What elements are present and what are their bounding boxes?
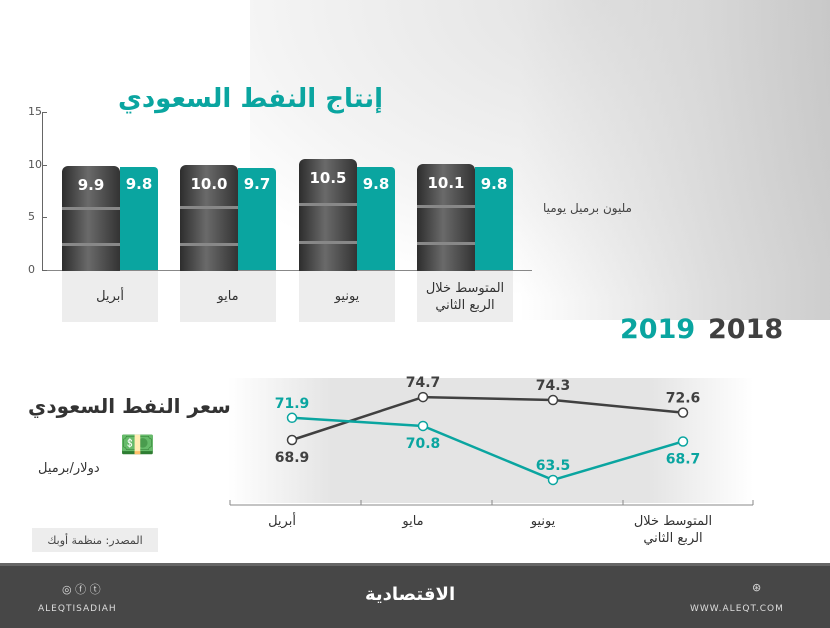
bar-2019: 9.8 [475, 166, 513, 270]
data-point [417, 391, 429, 403]
bar-2018: 10.0 [180, 164, 238, 276]
social-icons[interactable]: ◎ ⓕ ⓣ [62, 583, 101, 596]
data-label: 71.9 [275, 396, 310, 412]
series-line-2019 [291, 416, 684, 482]
y-tick: 10 [28, 157, 42, 171]
bar-label: 10.0 [190, 174, 228, 193]
data-point [547, 474, 559, 486]
y-tick-mark [42, 217, 47, 219]
bar-2019: 9.8 [120, 166, 158, 270]
data-label: 68.7 [666, 451, 701, 467]
y-axis [42, 112, 43, 270]
social-handle: ALEQTISADIAH [38, 604, 117, 614]
footer: ◎ ⓕ ⓣ ALEQTISADIAH الاقتصادية ⊛ WWW.ALEQ… [0, 563, 830, 628]
category-label: المتوسط خلال الربع الثاني [417, 271, 513, 322]
factory-image [520, 0, 830, 320]
data-point [677, 436, 689, 447]
data-point [547, 394, 559, 406]
line-category-label: المتوسط خلال الربع الثاني [633, 514, 713, 546]
y-tick-mark [42, 164, 47, 166]
production-unit: مليون برميل يوميا [542, 201, 632, 215]
bar-2018: 10.1 [417, 163, 475, 276]
line-category-label: أبريل [268, 514, 296, 529]
brand-logo: الاقتصادية [365, 584, 456, 605]
bar-2019: 9.8 [357, 166, 395, 270]
category-label: أبريل [62, 271, 158, 322]
website-icon: ⊛ [752, 581, 762, 594]
data-label: 74.7 [406, 375, 441, 391]
legend-2018: 2018 [708, 314, 784, 345]
y-tick-mark [42, 270, 47, 271]
bar-label: 9.7 [243, 174, 271, 193]
bar-label: 10.1 [427, 173, 465, 192]
bar-2018: 9.9 [62, 165, 120, 276]
data-label: 74.3 [536, 378, 571, 394]
bar-label: 10.5 [309, 169, 347, 188]
price-title: سعر النفط السعودي [28, 394, 231, 418]
bar-2018: 10.5 [299, 159, 357, 276]
production-title: إنتاج النفط السعودي [118, 84, 384, 114]
bar-label: 9.8 [480, 174, 508, 193]
line-x-axis [229, 500, 754, 506]
line-category-label: يونيو [530, 514, 556, 529]
y-tick: 15 [28, 105, 42, 118]
data-label: 68.9 [275, 450, 310, 466]
data-label: 72.6 [666, 391, 701, 407]
legend-2019: 2019 [620, 314, 696, 345]
data-point [286, 434, 298, 446]
bar-label: 9.9 [77, 175, 105, 194]
y-tick: 0 [28, 263, 35, 276]
x-axis [42, 270, 532, 271]
price-line-chart: 68.9 74.7 74.3 72.6 71.9 70.8 63.5 68.7 [229, 375, 754, 506]
y-tick-mark [42, 112, 47, 113]
series-line-2018 [291, 395, 684, 442]
money-icon: 💵 [120, 428, 155, 461]
data-point [286, 412, 298, 424]
price-unit: دولار/برميل [38, 461, 100, 476]
y-tick: 5 [28, 210, 35, 224]
category-label: مايو [180, 271, 276, 322]
bar-2019: 9.7 [238, 167, 276, 270]
website-link[interactable]: WWW.ALEQT.COM [690, 604, 784, 614]
bar-label: 9.8 [125, 174, 153, 193]
source-note: المصدر: منظمة أوبك [32, 528, 158, 552]
data-point [677, 407, 689, 418]
data-point [417, 420, 429, 432]
data-label: 63.5 [536, 458, 571, 474]
line-category-label: مايو [402, 514, 424, 529]
bar-label: 9.8 [362, 174, 390, 193]
category-label: يونيو [299, 271, 395, 322]
data-label: 70.8 [406, 436, 441, 452]
